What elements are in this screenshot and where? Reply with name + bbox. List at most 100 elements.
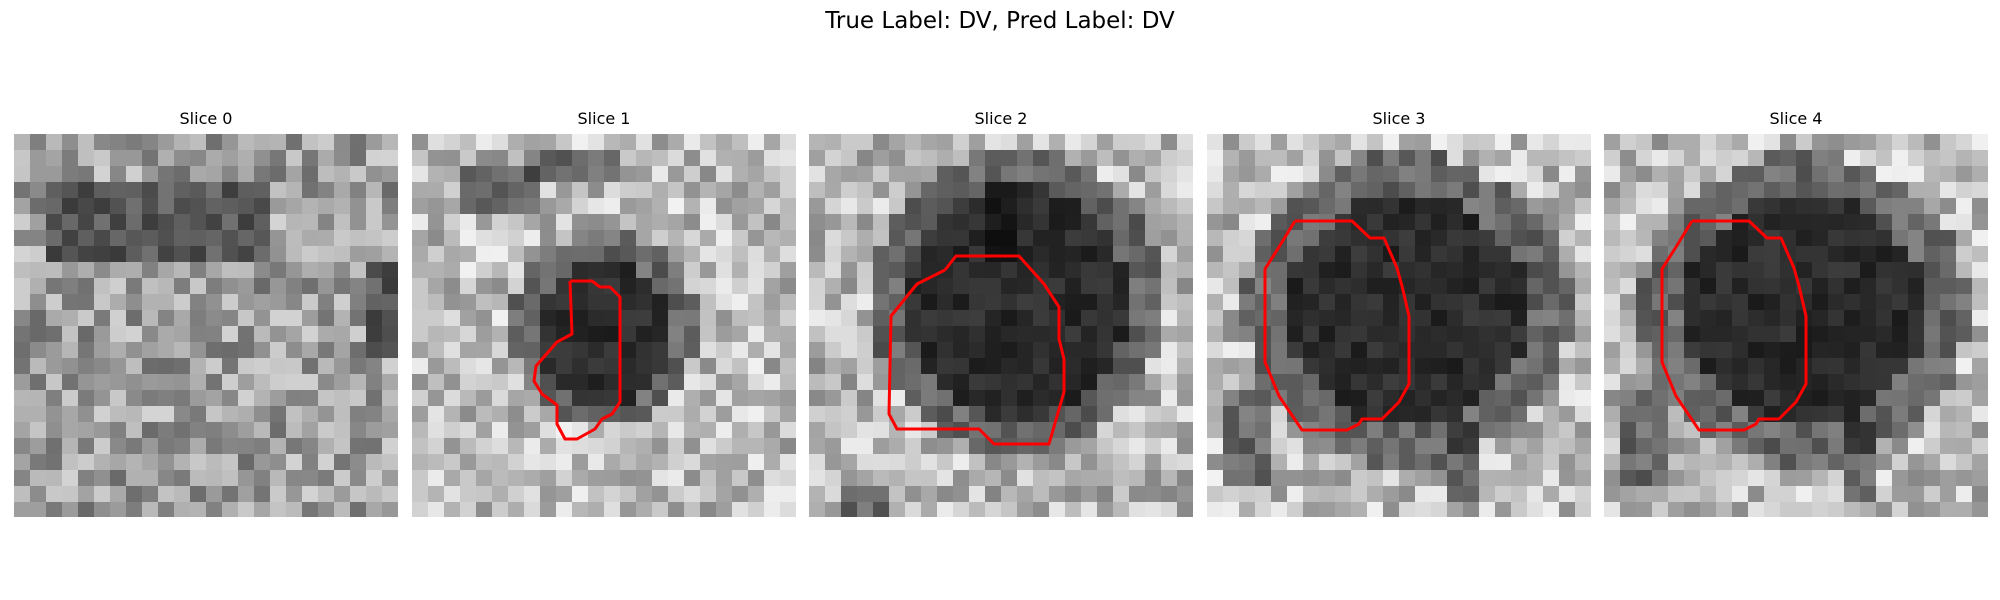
pixel — [1828, 198, 1845, 215]
pixel — [1956, 454, 1973, 471]
pixel — [652, 166, 669, 183]
pixel — [668, 182, 685, 199]
pixel — [540, 454, 557, 471]
pixel — [382, 294, 398, 311]
pixel — [668, 326, 685, 343]
pixel — [1732, 502, 1749, 517]
pixel — [1636, 150, 1653, 167]
pixel — [1287, 246, 1304, 263]
pixel — [1636, 342, 1653, 359]
pixel — [1399, 246, 1416, 263]
pixel — [588, 310, 605, 327]
pixel — [1001, 198, 1018, 215]
pixel — [1892, 182, 1909, 199]
pixel — [1844, 230, 1861, 247]
pixel — [46, 358, 63, 375]
pixel — [572, 406, 589, 423]
pixel — [270, 374, 287, 391]
pixel — [334, 374, 351, 391]
pixel — [1908, 294, 1925, 311]
pixel — [1575, 294, 1591, 311]
pixel — [1511, 390, 1528, 407]
pixel — [1796, 262, 1813, 279]
pixel — [350, 486, 367, 503]
pixel — [1924, 502, 1941, 517]
pixel — [1511, 342, 1528, 359]
pixel — [1399, 134, 1416, 151]
pixel — [668, 294, 685, 311]
pixel — [222, 198, 239, 215]
pixel — [1780, 166, 1797, 183]
pixel — [556, 390, 573, 407]
pixel — [1081, 198, 1098, 215]
pixel — [1129, 230, 1146, 247]
pixel — [62, 342, 79, 359]
pixel — [190, 326, 207, 343]
pixel — [1479, 406, 1496, 423]
pixel — [1463, 438, 1480, 455]
pixel — [620, 502, 637, 517]
pixel — [1543, 214, 1560, 231]
pixel — [1527, 262, 1544, 279]
pixel — [700, 134, 717, 151]
pixel — [46, 230, 63, 247]
pixel — [1716, 374, 1733, 391]
pixel — [1972, 198, 1988, 215]
pixel — [1049, 214, 1066, 231]
pixel — [1239, 214, 1256, 231]
pixel — [366, 262, 383, 279]
pixel — [508, 214, 525, 231]
pixel — [1511, 470, 1528, 487]
pixel — [1065, 198, 1082, 215]
pixel — [14, 246, 31, 263]
pixel — [206, 310, 223, 327]
pixel — [841, 310, 858, 327]
pixel — [286, 230, 303, 247]
pixel — [1652, 502, 1669, 517]
pixel — [318, 262, 335, 279]
pixel — [1447, 294, 1464, 311]
pixel — [1223, 422, 1240, 439]
pixel — [206, 390, 223, 407]
pixel — [921, 246, 938, 263]
pixel — [857, 294, 874, 311]
pixel — [748, 214, 765, 231]
pixel — [1575, 150, 1591, 167]
pixel — [780, 486, 796, 503]
pixel — [668, 374, 685, 391]
pixel — [1732, 358, 1749, 375]
pixel — [1575, 230, 1591, 247]
pixel — [174, 374, 191, 391]
pixel — [46, 246, 63, 263]
pixel — [1161, 422, 1178, 439]
pixel — [716, 326, 733, 343]
pixel — [1636, 390, 1653, 407]
pixel — [78, 502, 95, 517]
pixel — [1748, 326, 1765, 343]
pixel — [1511, 310, 1528, 327]
pixel — [716, 166, 733, 183]
pixel — [1652, 198, 1669, 215]
pixel — [540, 502, 557, 517]
pixel — [1017, 502, 1034, 517]
pixel — [270, 246, 287, 263]
pixel — [780, 406, 796, 423]
pixel — [556, 342, 573, 359]
pixel — [1543, 470, 1560, 487]
pixel — [1908, 278, 1925, 295]
pixel — [1319, 326, 1336, 343]
pixel — [1207, 246, 1224, 263]
pixel — [270, 470, 287, 487]
pixel — [1415, 230, 1432, 247]
pixel — [841, 470, 858, 487]
pixel — [94, 214, 111, 231]
pixel — [1892, 166, 1909, 183]
pixel — [270, 262, 287, 279]
pixel — [14, 230, 31, 247]
pixel — [158, 310, 175, 327]
pixel — [1463, 214, 1480, 231]
pixel — [1223, 214, 1240, 231]
pixel — [1463, 470, 1480, 487]
pixel — [366, 454, 383, 471]
pixel — [1748, 246, 1765, 263]
